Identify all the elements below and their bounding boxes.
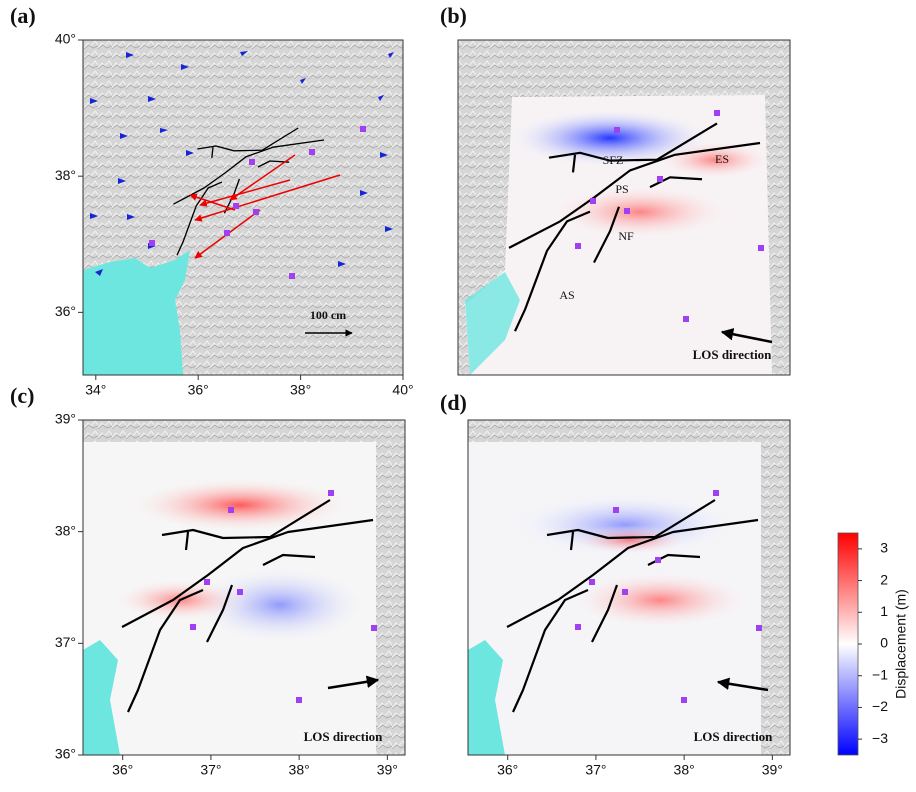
- x-tick-label: 38°: [674, 762, 695, 778]
- los-label: LOS direction: [693, 347, 773, 362]
- fault-label: SFZ: [603, 153, 624, 167]
- panel-label: (d): [440, 390, 467, 415]
- y-tick-label: 40°: [55, 31, 76, 47]
- los-label: LOS direction: [694, 729, 774, 744]
- panel-label: (a): [10, 3, 36, 28]
- panel-d: LOS direction: [468, 420, 790, 755]
- y-tick-label: 38°: [55, 167, 76, 183]
- x-tick-label: 37°: [200, 762, 221, 778]
- x-tick-label: 34°: [85, 382, 106, 398]
- x-tick-label: 38°: [289, 762, 310, 778]
- x-tick-label: 36°: [112, 762, 133, 778]
- fault-label: NF: [618, 229, 634, 243]
- x-tick-label: 39°: [377, 762, 398, 778]
- x-tick-label: 37°: [585, 762, 606, 778]
- panel-a: 100 cm: [83, 40, 403, 375]
- panel-label: (b): [440, 3, 467, 28]
- colorbar-tick-label: 0: [880, 635, 888, 651]
- x-tick-label: 39°: [762, 762, 783, 778]
- panel-frame: [82, 419, 406, 756]
- x-tick-label: 36°: [188, 382, 209, 398]
- panel-frame: [82, 39, 404, 376]
- colorbar-tick-label: −3: [872, 730, 888, 746]
- y-tick-label: 37°: [55, 634, 76, 650]
- y-tick-label: 39°: [55, 411, 76, 427]
- colorbar-tick-label: 1: [880, 603, 888, 619]
- panel-frame: [457, 39, 791, 376]
- colorbar-tick-label: −2: [872, 698, 888, 714]
- panel-label: (c): [10, 383, 34, 408]
- fault-label: ES: [715, 152, 729, 166]
- x-tick-label: 38°: [290, 382, 311, 398]
- x-tick-label: 40°: [392, 382, 413, 398]
- y-tick-label: 38°: [55, 522, 76, 538]
- colorbar: [837, 532, 859, 756]
- fault-label: PS: [615, 182, 628, 196]
- y-tick-label: 36°: [55, 746, 76, 762]
- panel-b: SFZ ES PS NF AS LOS direction: [458, 40, 790, 375]
- los-label: LOS direction: [304, 729, 384, 744]
- fault-label: AS: [559, 288, 574, 302]
- colorbar-tick-label: 2: [880, 571, 888, 587]
- y-tick-label: 36°: [55, 303, 76, 319]
- colorbar-tick-label: −1: [872, 666, 888, 682]
- panel-c: LOS direction: [83, 420, 405, 755]
- colorbar-label: Displacement (m): [893, 589, 909, 699]
- x-tick-label: 36°: [497, 762, 518, 778]
- scale-label: 100 cm: [310, 308, 346, 322]
- panel-frame: [467, 419, 791, 756]
- colorbar-tick-label: 3: [880, 540, 888, 556]
